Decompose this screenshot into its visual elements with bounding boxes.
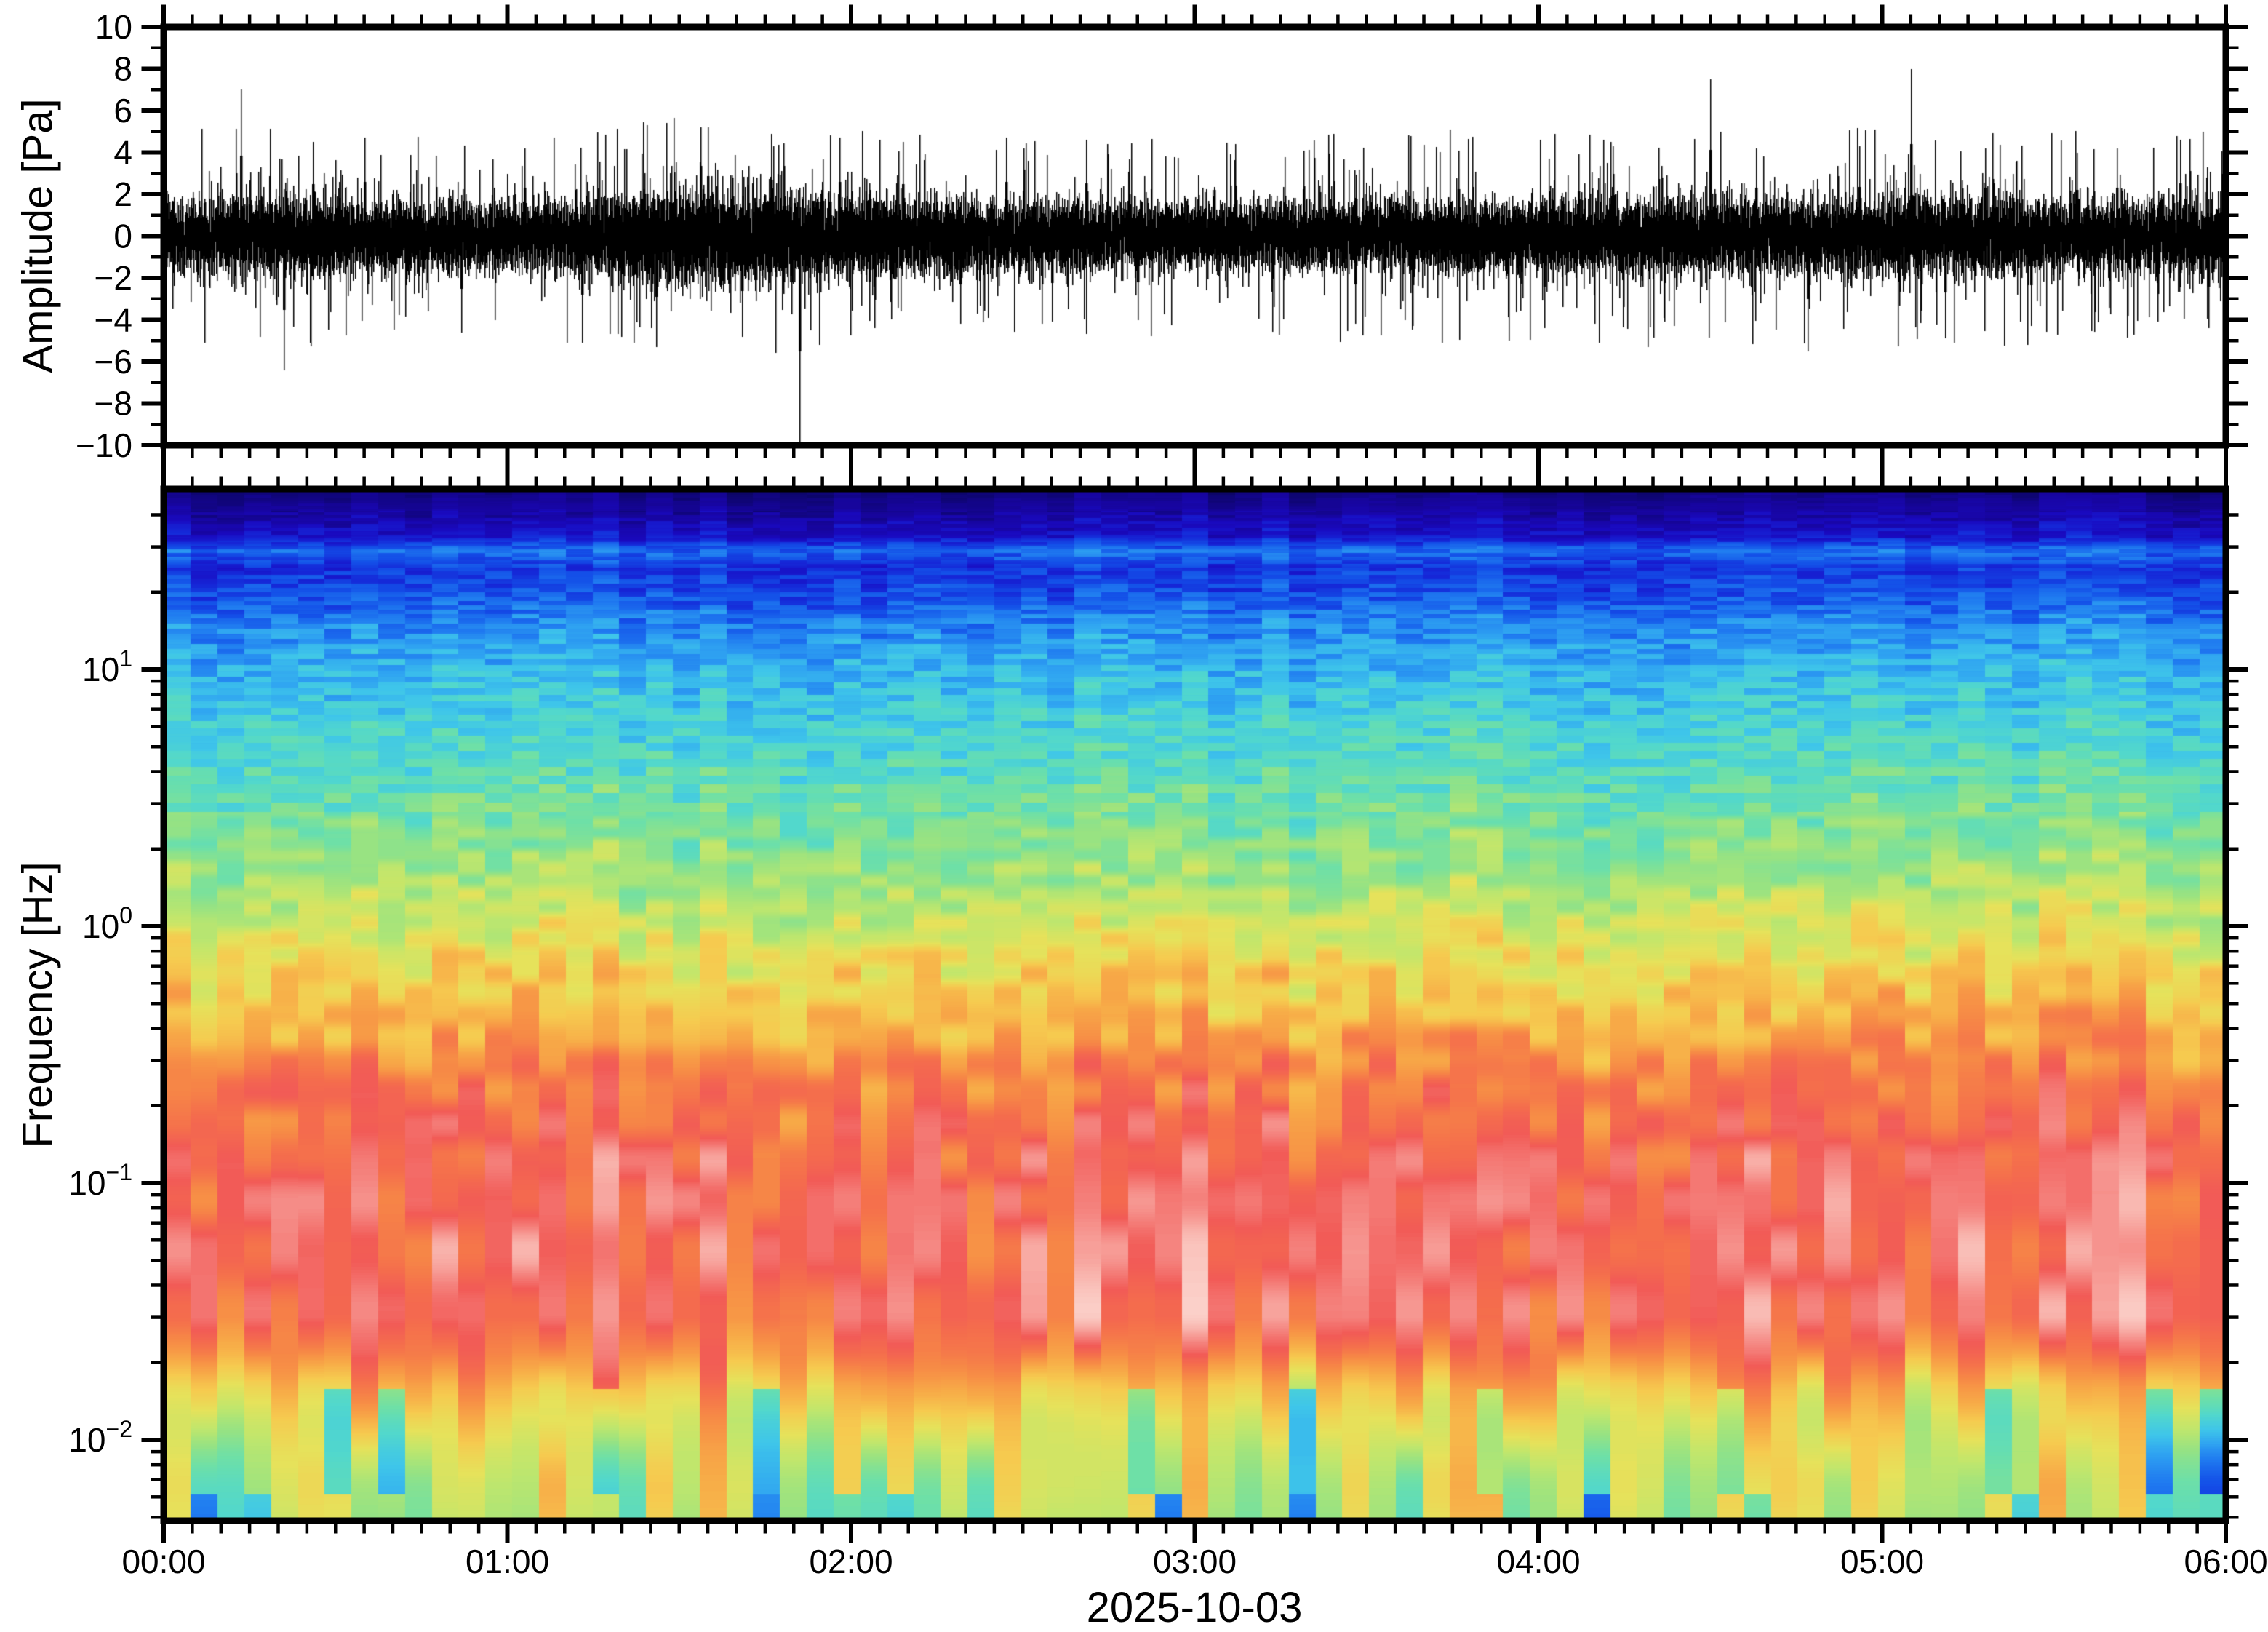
x-tick-label-03:00: 03:00	[1153, 1543, 1237, 1580]
amp-tick-label-8: 8	[113, 50, 132, 88]
x-tick-label-04:00: 04:00	[1496, 1543, 1580, 1580]
x-tick-label-02:00: 02:00	[809, 1543, 893, 1580]
waveform-plot	[164, 27, 2226, 445]
freq-tick-label-10e0: 100	[82, 902, 132, 945]
amp-tick-label-−4: −4	[95, 301, 132, 339]
x-tick-label-01:00: 01:00	[466, 1543, 549, 1580]
amp-tick-label-10: 10	[95, 8, 132, 46]
freq-tick-label-10e−2: 10−2	[68, 1416, 132, 1459]
freq-tick-label-10e−1: 10−1	[68, 1159, 132, 1202]
x-tick-label-06:00: 06:00	[2184, 1543, 2267, 1580]
freq-tick-label-10e1: 101	[82, 645, 132, 688]
frequency-axis-title: Frequency [Hz]	[14, 861, 62, 1148]
x-tick-label-00:00: 00:00	[121, 1543, 205, 1580]
amp-tick-label-−6: −6	[95, 343, 132, 381]
date-axis-title: 2025-10-03	[1086, 1584, 1303, 1631]
spectrogram-plot	[164, 489, 2226, 1521]
amp-tick-label-6: 6	[113, 92, 132, 130]
amp-tick-label-0: 0	[113, 218, 132, 255]
amplitude-axis-title: Amplitude [Pa]	[14, 98, 62, 373]
waveform-frame	[160, 23, 2229, 449]
amp-tick-label-−2: −2	[95, 259, 132, 297]
amp-tick-label-−10: −10	[76, 426, 132, 464]
spectrogram-frame	[160, 485, 2229, 1524]
amp-tick-label-−8: −8	[95, 385, 132, 423]
amp-tick-label-2: 2	[113, 175, 132, 213]
amp-tick-label-4: 4	[113, 134, 132, 172]
x-tick-label-05:00: 05:00	[1840, 1543, 1924, 1580]
